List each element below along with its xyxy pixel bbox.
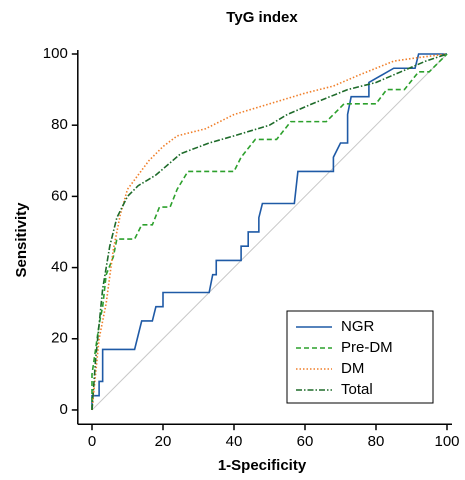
x-tick-label: 80	[368, 433, 385, 450]
y-tick-label: 20	[51, 330, 68, 347]
y-tick-label: 100	[43, 45, 68, 62]
roc-line	[91, 53, 448, 411]
legend-label: Total	[341, 381, 373, 398]
x-tick-label: 20	[155, 433, 172, 450]
y-tick-label: 60	[51, 187, 68, 204]
x-tick-label: 60	[297, 433, 314, 450]
chart-title: TyG index	[226, 9, 298, 26]
reference-line	[91, 53, 448, 411]
x-axis-label: 1-Specificity	[218, 457, 307, 474]
roc-line	[91, 53, 447, 410]
legend-label: NGR	[341, 318, 375, 335]
legend-label: DM	[341, 360, 364, 377]
x-tick-label: 100	[434, 433, 459, 450]
y-tick-label: 0	[59, 401, 67, 418]
y-tick-label: 80	[51, 116, 68, 133]
y-tick-label: 40	[51, 259, 68, 276]
y-axis-label: Sensitivity	[13, 202, 30, 278]
x-tick-label: 40	[226, 433, 243, 450]
legend-label: Pre-DM	[341, 339, 393, 356]
x-tick-label: 0	[88, 433, 96, 450]
roc-line	[91, 53, 448, 411]
roc-line	[91, 53, 448, 410]
